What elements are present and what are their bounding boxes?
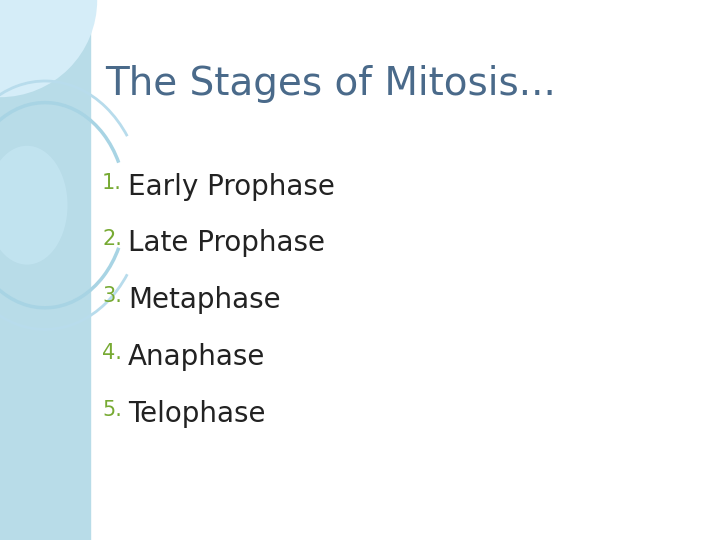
Ellipse shape — [0, 146, 68, 265]
Text: Anaphase: Anaphase — [128, 343, 266, 371]
Bar — [0, 0, 90, 540]
Text: 4.: 4. — [102, 343, 122, 363]
Text: 1.: 1. — [102, 173, 122, 193]
Text: 2.: 2. — [102, 230, 122, 249]
Text: Early Prophase: Early Prophase — [128, 173, 335, 201]
Text: 5.: 5. — [102, 400, 122, 420]
Wedge shape — [0, 0, 97, 97]
Text: Late Prophase: Late Prophase — [128, 230, 325, 258]
Text: 3.: 3. — [102, 286, 122, 306]
Text: The Stages of Mitosis...: The Stages of Mitosis... — [105, 65, 556, 103]
Text: Metaphase: Metaphase — [128, 286, 281, 314]
Text: Telophase: Telophase — [128, 400, 266, 428]
